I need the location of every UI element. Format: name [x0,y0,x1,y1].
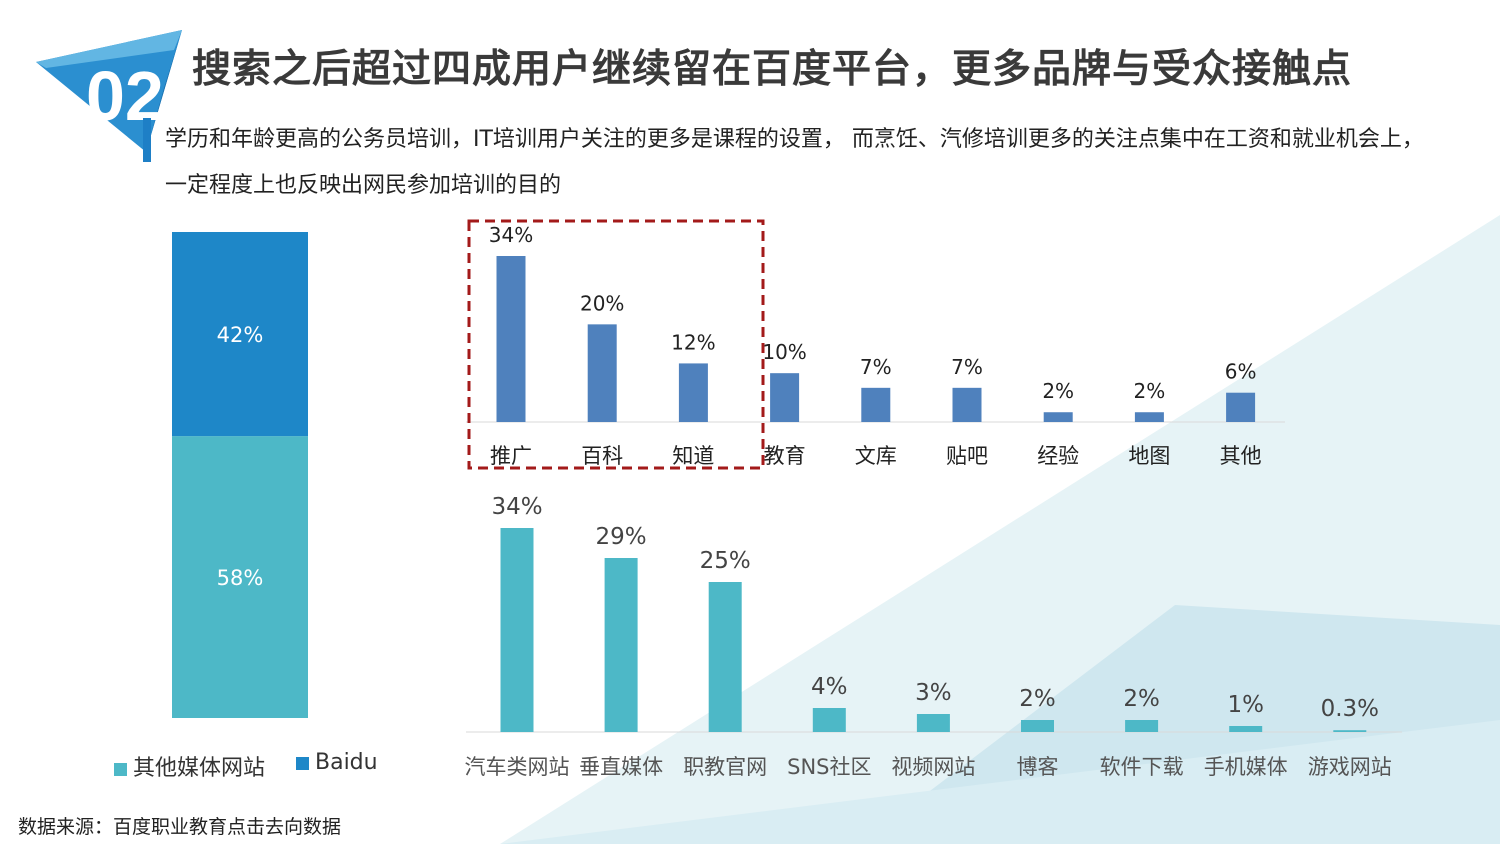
highlight-box [467,219,765,470]
tick-label: 手机媒体 [1204,755,1288,779]
data-label: 7% [951,355,983,379]
legend-swatch-baidu [296,756,309,770]
data-label: 3% [915,680,952,706]
data-label: 2% [1042,379,1074,403]
legend-label: 其他媒体网站 [133,756,266,781]
tick-label: 地图 [1128,444,1170,468]
legend-item-other-media: 其他媒体网站 [114,750,265,782]
bar [1226,392,1256,422]
data-label: 4% [811,674,848,700]
tick-label: 博客 [1017,755,1059,779]
bar [1043,412,1073,422]
tick-label: SNS社区 [787,755,871,779]
bar [1021,720,1054,732]
tick-label: 游戏网站 [1308,755,1392,779]
legend-item-baidu: Baidu [296,750,378,775]
bar [861,387,891,422]
tick-label: 推广 [490,444,532,468]
tick-label: 软件下载 [1100,755,1184,779]
tick-label: 其他 [1220,444,1262,468]
tick-label: 贴吧 [946,444,988,468]
page-title: 搜索之后超过四成用户继续留在百度平台，更多品牌与受众接触点 [192,47,1353,92]
tick-label: 教育 [764,444,806,468]
data-label: 2% [1123,686,1160,712]
bar [1125,720,1159,732]
data-label: 10% [762,340,806,364]
bar [952,387,982,422]
bar [916,714,950,732]
subtitle-accent-bar [143,118,151,162]
tick-label: 视频网站 [891,755,975,779]
data-label: 58% [217,566,264,590]
bar [587,324,617,422]
data-label: 34% [489,223,533,247]
data-label: 1% [1227,692,1264,718]
bar [500,528,534,732]
data-label: 34% [491,494,542,520]
bar [1333,730,1367,732]
bar [678,363,708,422]
data-label: 42% [217,323,264,347]
tick-label: 垂直媒体 [579,755,663,779]
data-label: 0.3% [1321,696,1379,722]
data-label: 25% [700,548,751,574]
tick-label: 汽车类网站 [465,755,570,779]
legend-label: Baidu [315,750,378,775]
data-label: 2% [1019,686,1056,712]
legend-swatch-other-media [114,762,127,776]
tick-label: 文库 [855,444,897,468]
stacked-bar-segment [172,232,308,437]
tick-label: 知道 [672,444,714,468]
bar [1229,726,1263,732]
tick-label: 职教官网 [683,755,767,779]
data-label: 12% [671,330,715,354]
bar [770,373,800,422]
bar [1134,412,1164,422]
source-note: 数据来源：百度职业教育点击去向数据 [18,816,342,838]
bar [604,558,638,732]
data-label: 29% [596,524,647,550]
bar [812,708,846,732]
tick-label: 经验 [1037,444,1079,468]
tick-label: 百科 [581,444,623,468]
data-label: 20% [580,291,624,315]
data-label: 6% [1225,360,1257,384]
bar [496,256,526,422]
data-label: 2% [1134,379,1166,403]
stacked-bar-segment [172,436,308,718]
data-label: 7% [860,355,892,379]
page-subtitle: 学历和年龄更高的公务员培训，IT培训用户关注的更多是课程的设置， 而烹饪、汽修培… [165,127,1424,198]
bar [708,582,742,732]
